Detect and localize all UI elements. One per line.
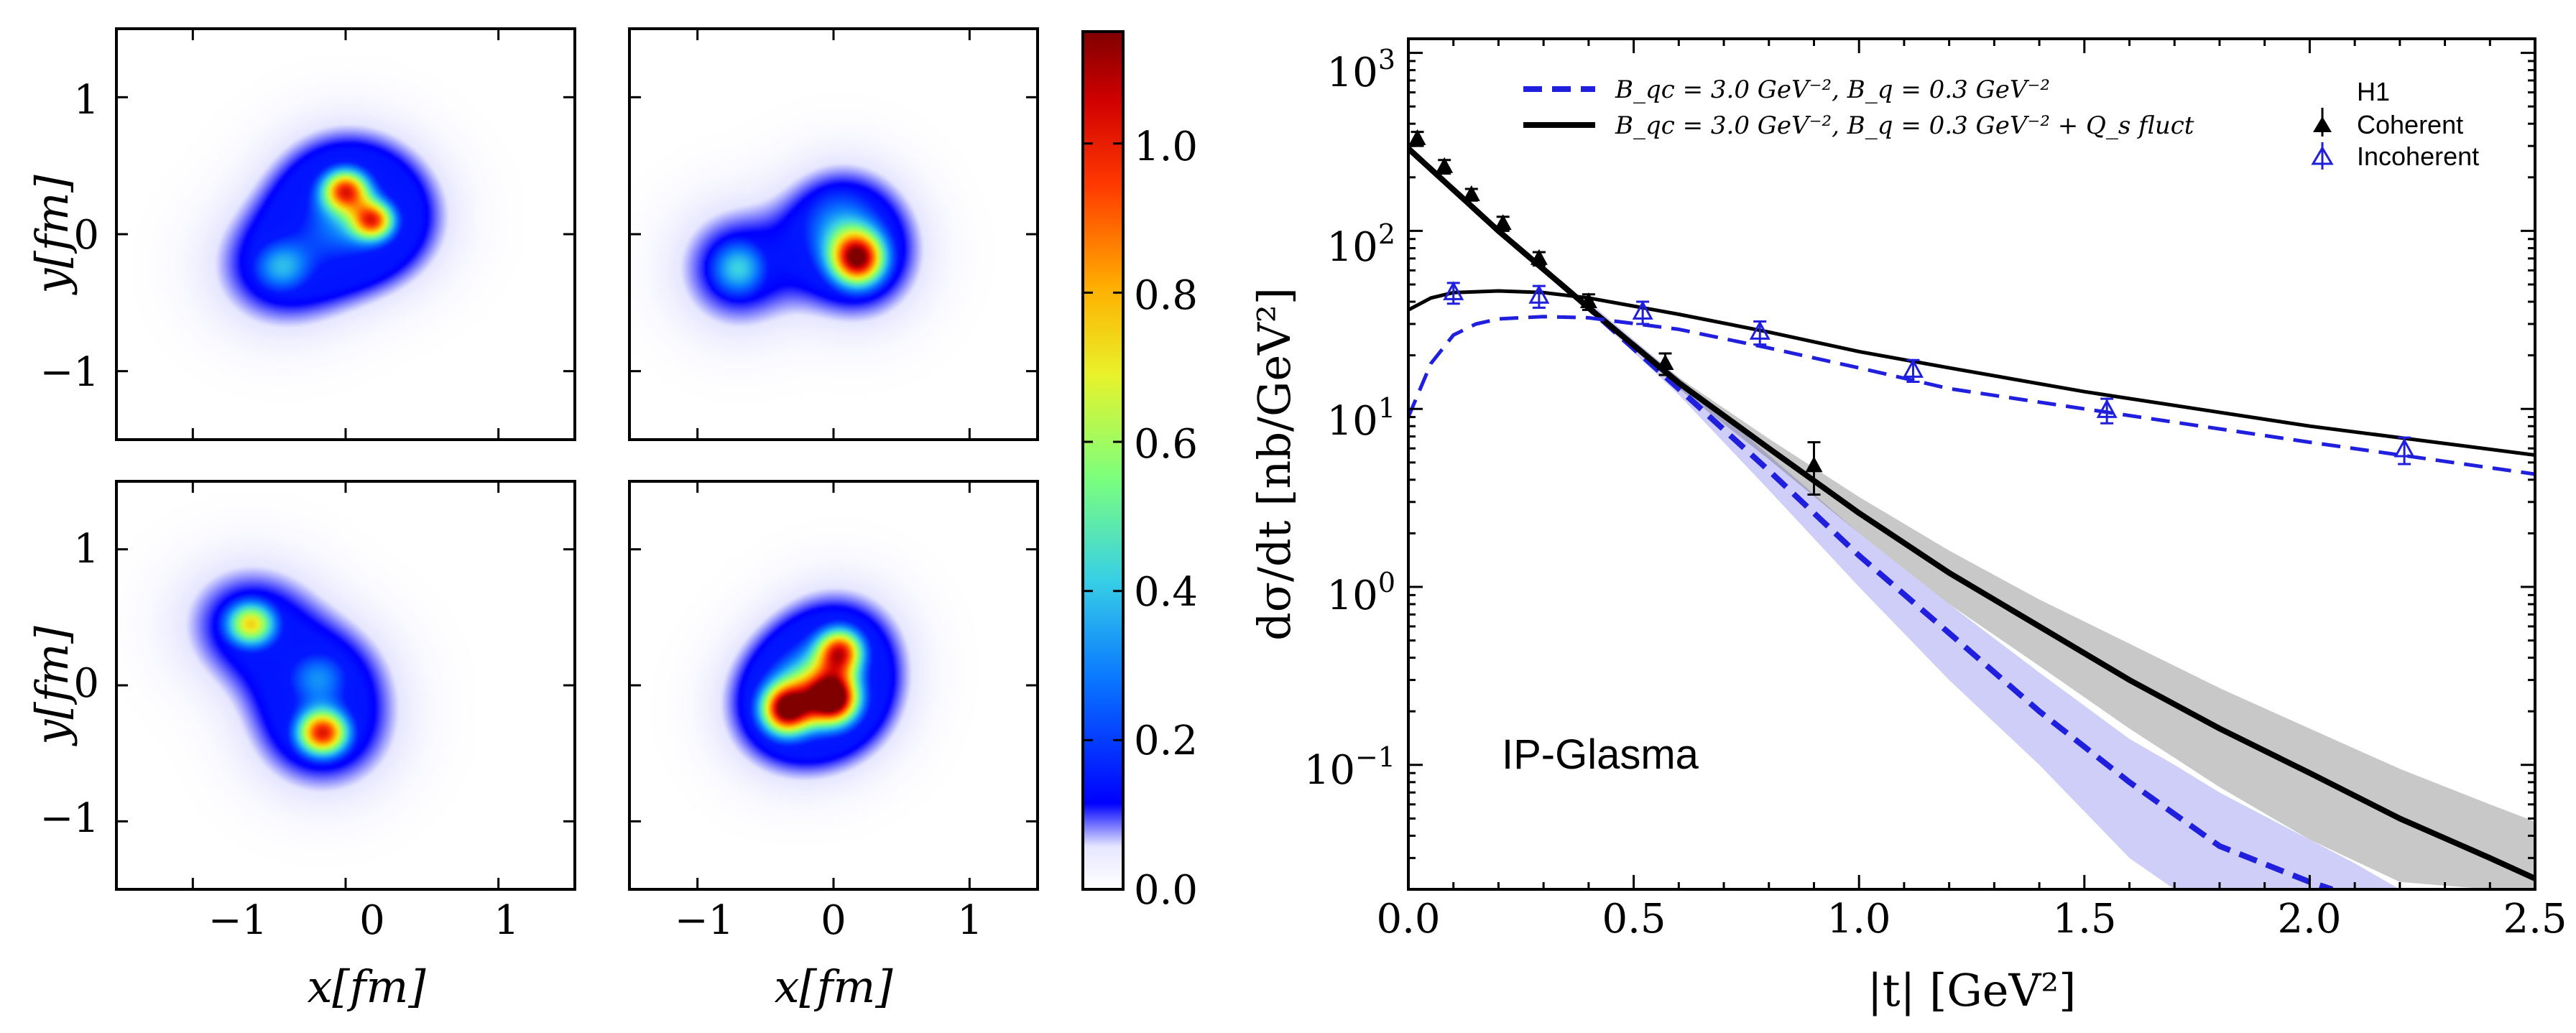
density-map bbox=[629, 29, 1038, 440]
incoherent-data-point bbox=[1902, 358, 1924, 378]
coherent-data-point bbox=[1462, 185, 1480, 201]
legend-label: Incoherent bbox=[2357, 142, 2479, 171]
density-map bbox=[116, 481, 575, 889]
colorbar-gradient bbox=[1081, 30, 1125, 891]
y-tick-label: 1 bbox=[73, 526, 99, 573]
coherent-data-point bbox=[1530, 249, 1548, 265]
series-line bbox=[1408, 289, 2535, 457]
x-tick-label: 2.5 bbox=[2503, 896, 2567, 942]
y-tick-label: −1 bbox=[40, 795, 99, 842]
incoherent-data-point bbox=[1749, 320, 1771, 340]
x-tick-label: 0.5 bbox=[1602, 896, 1666, 942]
y-axis-label: y[fm] bbox=[26, 175, 78, 296]
x-tick-label: −1 bbox=[675, 897, 734, 944]
density-map bbox=[116, 29, 575, 440]
coherent-marker-swatch bbox=[2313, 116, 2332, 132]
legend-data: H1 Coherent Incoherent bbox=[2311, 77, 2479, 171]
colorbar-tick-label: 0.8 bbox=[1134, 272, 1198, 319]
x-tick-label: −1 bbox=[208, 897, 268, 944]
x-tick-label: 1 bbox=[957, 897, 983, 944]
uncertainty-band bbox=[1633, 341, 2535, 889]
x-axis-label: x[fm] bbox=[307, 960, 426, 1013]
x-tick-label: 0 bbox=[359, 897, 385, 944]
y-tick-label: 0 bbox=[73, 660, 99, 707]
y-tick-label: 100 bbox=[1327, 567, 1395, 619]
chart-x-axis-label: |t| [GeV²] bbox=[1868, 964, 2077, 1016]
chart-y-axis-label: dσ/dt [nb/GeV²] bbox=[1248, 287, 1301, 641]
colorbar-tick-label: 0.0 bbox=[1134, 867, 1198, 914]
x-axis-label: x[fm] bbox=[774, 960, 893, 1013]
incoherent-data-point bbox=[1528, 284, 1550, 304]
coherent-data-point bbox=[1436, 157, 1454, 173]
x-tick-label: 1.0 bbox=[1827, 896, 1891, 942]
legend-label: B_qc = 3.0 GeV⁻², B_q = 0.3 GeV⁻² + Q_s … bbox=[1615, 111, 2194, 140]
x-tick-label: 1 bbox=[494, 897, 520, 944]
incoherent-data-point bbox=[1632, 300, 1653, 320]
y-tick-label: 102 bbox=[1327, 218, 1395, 271]
colorbar-tick-label: 0.2 bbox=[1134, 718, 1198, 764]
colorbar-tick-label: 1.0 bbox=[1134, 124, 1198, 170]
panel-tick-marks bbox=[116, 29, 1038, 889]
coherent-data-point bbox=[1656, 353, 1674, 370]
incoherent-data-point bbox=[1443, 281, 1464, 300]
x-tick-label: 0 bbox=[821, 897, 846, 944]
legend-label: B_qc = 3.0 GeV⁻², B_q = 0.3 GeV⁻² bbox=[1615, 75, 2050, 104]
y-tick-label: 101 bbox=[1327, 392, 1395, 445]
coherent-data-point bbox=[1579, 292, 1597, 309]
legend-label: Coherent bbox=[2357, 110, 2463, 139]
x-tick-label: 2.0 bbox=[2277, 896, 2341, 942]
x-tick-label: 1.5 bbox=[2052, 896, 2116, 942]
series-line bbox=[1408, 146, 2334, 889]
incoherent-marker-swatch bbox=[2311, 146, 2334, 165]
panel-bottom-right bbox=[628, 480, 1039, 891]
series-line bbox=[1408, 315, 2535, 476]
legend-models: B_qc = 3.0 GeV⁻², B_q = 0.3 GeV⁻² B_qc =… bbox=[1523, 75, 2194, 140]
legend-title: H1 bbox=[2357, 77, 2390, 106]
incoherent-data-point bbox=[2393, 437, 2415, 458]
panel-bottom-left bbox=[115, 480, 576, 891]
y-tick-label: 103 bbox=[1327, 44, 1395, 96]
y-tick-label: 0 bbox=[73, 212, 99, 259]
panel-top-right bbox=[628, 27, 1039, 441]
y-tick-label: −1 bbox=[40, 349, 99, 396]
cross-section-chart: 0.0 0.5 1.0 1.5 2.0 2.5 103 102 101 100 … bbox=[1248, 37, 2567, 1016]
y-axis-label: y[fm] bbox=[26, 626, 78, 747]
chart-ticks bbox=[1407, 39, 2536, 891]
coherent-data-point bbox=[1805, 456, 1823, 473]
coherent-data-point bbox=[1494, 214, 1512, 231]
chart-frame bbox=[1407, 37, 2536, 891]
coherent-data-point bbox=[1408, 129, 1426, 145]
chart-plot-area bbox=[1408, 129, 2535, 889]
panel-top-left bbox=[115, 27, 576, 441]
density-panels: 1 0 −1 1 0 −1 y[fm] y[fm] −1 0 1 −1 0 1 … bbox=[26, 27, 1039, 1013]
incoherent-data-point bbox=[2096, 399, 2118, 418]
y-tick-label: 1 bbox=[73, 77, 99, 124]
colorbar-tick-label: 0.4 bbox=[1134, 569, 1198, 616]
colorbar: 0.0 0.2 0.4 0.6 0.8 1.0 bbox=[1081, 30, 1198, 914]
colorbar-tick-label: 0.6 bbox=[1134, 421, 1198, 468]
model-annotation: IP-Glasma bbox=[1502, 731, 1699, 778]
x-tick-label: 0.0 bbox=[1376, 896, 1440, 942]
density-map bbox=[629, 481, 1038, 889]
y-tick-label: 10−1 bbox=[1304, 741, 1395, 794]
colorbar-ticks bbox=[1083, 142, 1123, 891]
